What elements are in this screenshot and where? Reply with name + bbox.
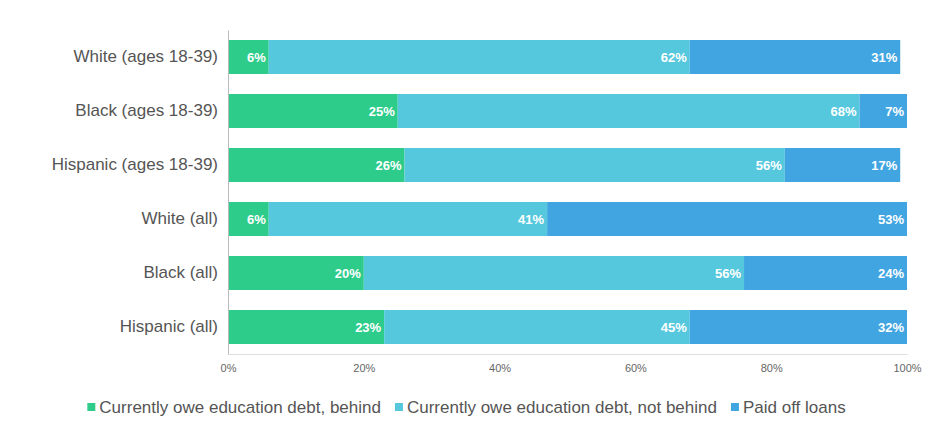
data-label: 56% [715, 266, 741, 281]
bar-segment [785, 148, 900, 182]
legend-swatch [395, 403, 403, 411]
data-label: 56% [756, 158, 782, 173]
bar-segment [405, 148, 785, 182]
data-label: 41% [518, 212, 544, 227]
bar-segment [269, 202, 547, 236]
x-tick: 20% [353, 354, 375, 374]
chart: 6% 25% 26% 6% 20% 23% 62% 68% 56% 41% 56% 45% 31% 7% 1… [0, 0, 933, 436]
bar-segment [690, 40, 900, 74]
series-bars [228, 40, 405, 344]
bar-segment [398, 94, 860, 128]
x-tick-label: 0% [221, 362, 237, 374]
legend-item: Currently owe education debt, not behind [395, 398, 717, 417]
category-label: Black (ages 18-39) [75, 101, 218, 120]
legend-swatch [731, 403, 739, 411]
data-label: 31% [871, 50, 897, 65]
y-tick: Hispanic (all) [120, 317, 228, 336]
x-axis-line [229, 354, 908, 355]
legend-label: Currently owe education debt, not behind [407, 398, 717, 417]
x-tick: 100% [893, 354, 921, 374]
category-label: Hispanic (all) [120, 317, 218, 336]
legend-item: Currently owe education debt, behind [87, 398, 381, 417]
data-label: 6% [247, 212, 266, 227]
y-tick: Black (all) [143, 263, 228, 282]
bars [228, 40, 907, 344]
bar-segment [744, 256, 907, 290]
data-label: 26% [376, 158, 402, 173]
legend-label: Paid off loans [743, 398, 846, 417]
x-tick-label: 60% [625, 362, 647, 374]
legend-item: Paid off loans [731, 398, 846, 417]
data-labels: 6% 25% 26% 6% 20% 23% 62% 68% 56% 41% 56% 45% 31% 7% 1… [247, 50, 904, 335]
x-tick-label: 100% [893, 362, 921, 374]
category-label: Hispanic (ages 18-39) [52, 155, 218, 174]
x-tick: 60% [625, 354, 647, 374]
x-tick: 80% [761, 354, 783, 374]
y-tick: Hispanic (ages 18-39) [52, 155, 228, 174]
bar-segment [228, 310, 384, 344]
bar-segment [228, 94, 398, 128]
series-bars [547, 40, 907, 344]
data-label: 20% [335, 266, 361, 281]
y-axis: White (ages 18-39) Black (ages 18-39) Hisp… [52, 31, 229, 355]
x-tick-label: 20% [353, 362, 375, 374]
category-label: White (all) [141, 209, 218, 228]
data-label: 6% [247, 50, 266, 65]
legend-label: Currently owe education debt, behind [99, 398, 381, 417]
legend-swatch [87, 403, 95, 411]
bar-segment [859, 94, 907, 128]
y-tick: White (ages 18-39) [73, 47, 228, 66]
bar-segment [228, 256, 364, 290]
data-label: 23% [355, 320, 381, 335]
data-label: 62% [661, 50, 687, 65]
y-axis-line [228, 31, 229, 355]
bar-segment [228, 202, 269, 236]
x-tick: 40% [489, 354, 511, 374]
category-label: White (ages 18-39) [73, 47, 218, 66]
data-label: 53% [878, 212, 904, 227]
bar-segment [384, 310, 690, 344]
series-bars [269, 40, 860, 344]
x-tick-label: 80% [761, 362, 783, 374]
x-tick: 0% [221, 354, 237, 374]
legend: Currently owe education debt, behind Curr… [87, 398, 845, 417]
category-label: Black (all) [143, 263, 218, 282]
data-label: 32% [878, 320, 904, 335]
data-label: 68% [830, 104, 856, 119]
bar-segment [269, 40, 690, 74]
data-label: 25% [369, 104, 395, 119]
y-tick: Black (ages 18-39) [75, 101, 228, 120]
bar-segment [364, 256, 744, 290]
bar-segment [228, 40, 269, 74]
bar-segment [228, 148, 405, 182]
x-tick-label: 40% [489, 362, 511, 374]
x-axis: 0% 20% 40% 60% 80% 100% [221, 354, 922, 374]
data-label: 45% [661, 320, 687, 335]
data-label: 17% [871, 158, 897, 173]
bar-segment [547, 202, 907, 236]
data-label: 24% [878, 266, 904, 281]
data-label: 7% [885, 104, 904, 119]
bar-segment [690, 310, 907, 344]
y-tick: White (all) [141, 209, 228, 228]
